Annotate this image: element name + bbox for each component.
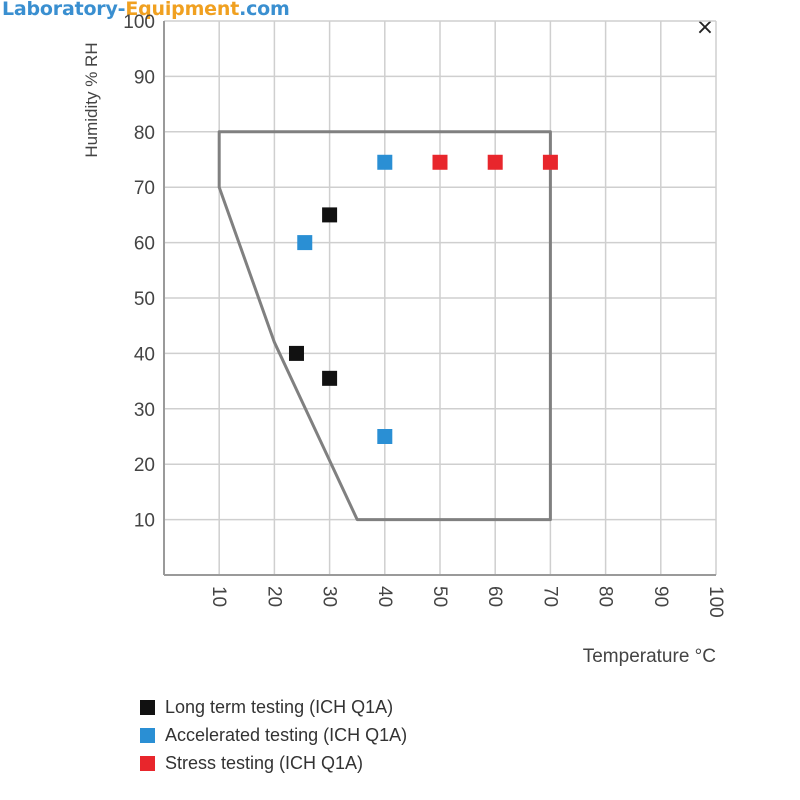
x-axis-label: Temperature °C — [583, 646, 716, 667]
grid — [164, 20, 717, 575]
x-tick-label: 10 — [208, 586, 229, 607]
climate-envelope — [217, 130, 552, 522]
y-tick-label: 90 — [134, 67, 155, 88]
y-tick-label: 50 — [134, 289, 155, 310]
x-tick-label: 90 — [650, 586, 671, 607]
data-point-series-1 — [322, 207, 338, 223]
x-tick-label: 70 — [539, 586, 560, 607]
data-point-series-3 — [542, 154, 558, 170]
y-tick-label: 40 — [134, 344, 155, 365]
x-tick-label: 40 — [374, 586, 395, 607]
data-point-series-3 — [432, 154, 448, 170]
data-point-series-2 — [377, 154, 393, 170]
close-icon[interactable]: × — [695, 15, 715, 40]
y-tick-label: 80 — [134, 123, 155, 144]
y-axis-label: Humidity % RH — [82, 42, 101, 157]
x-tick-label: 100 — [705, 586, 726, 618]
y-tick-label: 20 — [134, 455, 155, 476]
x-tick-label: 30 — [319, 586, 340, 607]
envelope-outline — [217, 130, 552, 522]
legend-item: Stress testing (ICH Q1A) — [140, 749, 407, 777]
x-tick-label: 80 — [595, 586, 616, 607]
x-tick-label: 20 — [263, 586, 284, 607]
data-point-series-1 — [288, 345, 304, 361]
data-point-series-2 — [377, 429, 393, 444]
legend-label: Stress testing (ICH Q1A) — [165, 752, 364, 773]
tick-labels: 10 20 30 40 50 60 70 80 90 100 10 20 30 40 50 60 70 80 90 1… — [123, 12, 726, 618]
data-point-series-2 — [297, 235, 313, 251]
y-tick-label: 100 — [123, 12, 155, 33]
x-tick-label: 60 — [484, 586, 505, 607]
legend-label: Long term testing (ICH Q1A) — [165, 696, 394, 717]
y-tick-label: 30 — [134, 400, 155, 421]
legend-swatch — [140, 727, 155, 743]
y-tick-label: 70 — [134, 178, 155, 199]
y-tick-label: 60 — [134, 234, 155, 255]
axes — [163, 21, 716, 576]
legend-item: Long term testing (ICH Q1A) — [140, 693, 407, 721]
legend-item: Accelerated testing (ICH Q1A) — [140, 721, 407, 749]
data-points — [288, 154, 558, 444]
legend-swatch — [140, 755, 155, 771]
x-tick-label: 50 — [429, 586, 450, 607]
legend-label: Accelerated testing (ICH Q1A) — [165, 724, 408, 745]
data-point-series-1 — [322, 370, 338, 386]
legend-swatch — [140, 699, 155, 715]
watermark-logo: Laboratory-Equipment.com — [2, 0, 290, 20]
y-tick-label: 10 — [134, 511, 155, 532]
legend: Long term testing (ICH Q1A) Accelerated t… — [140, 693, 407, 777]
data-point-series-3 — [487, 154, 503, 170]
